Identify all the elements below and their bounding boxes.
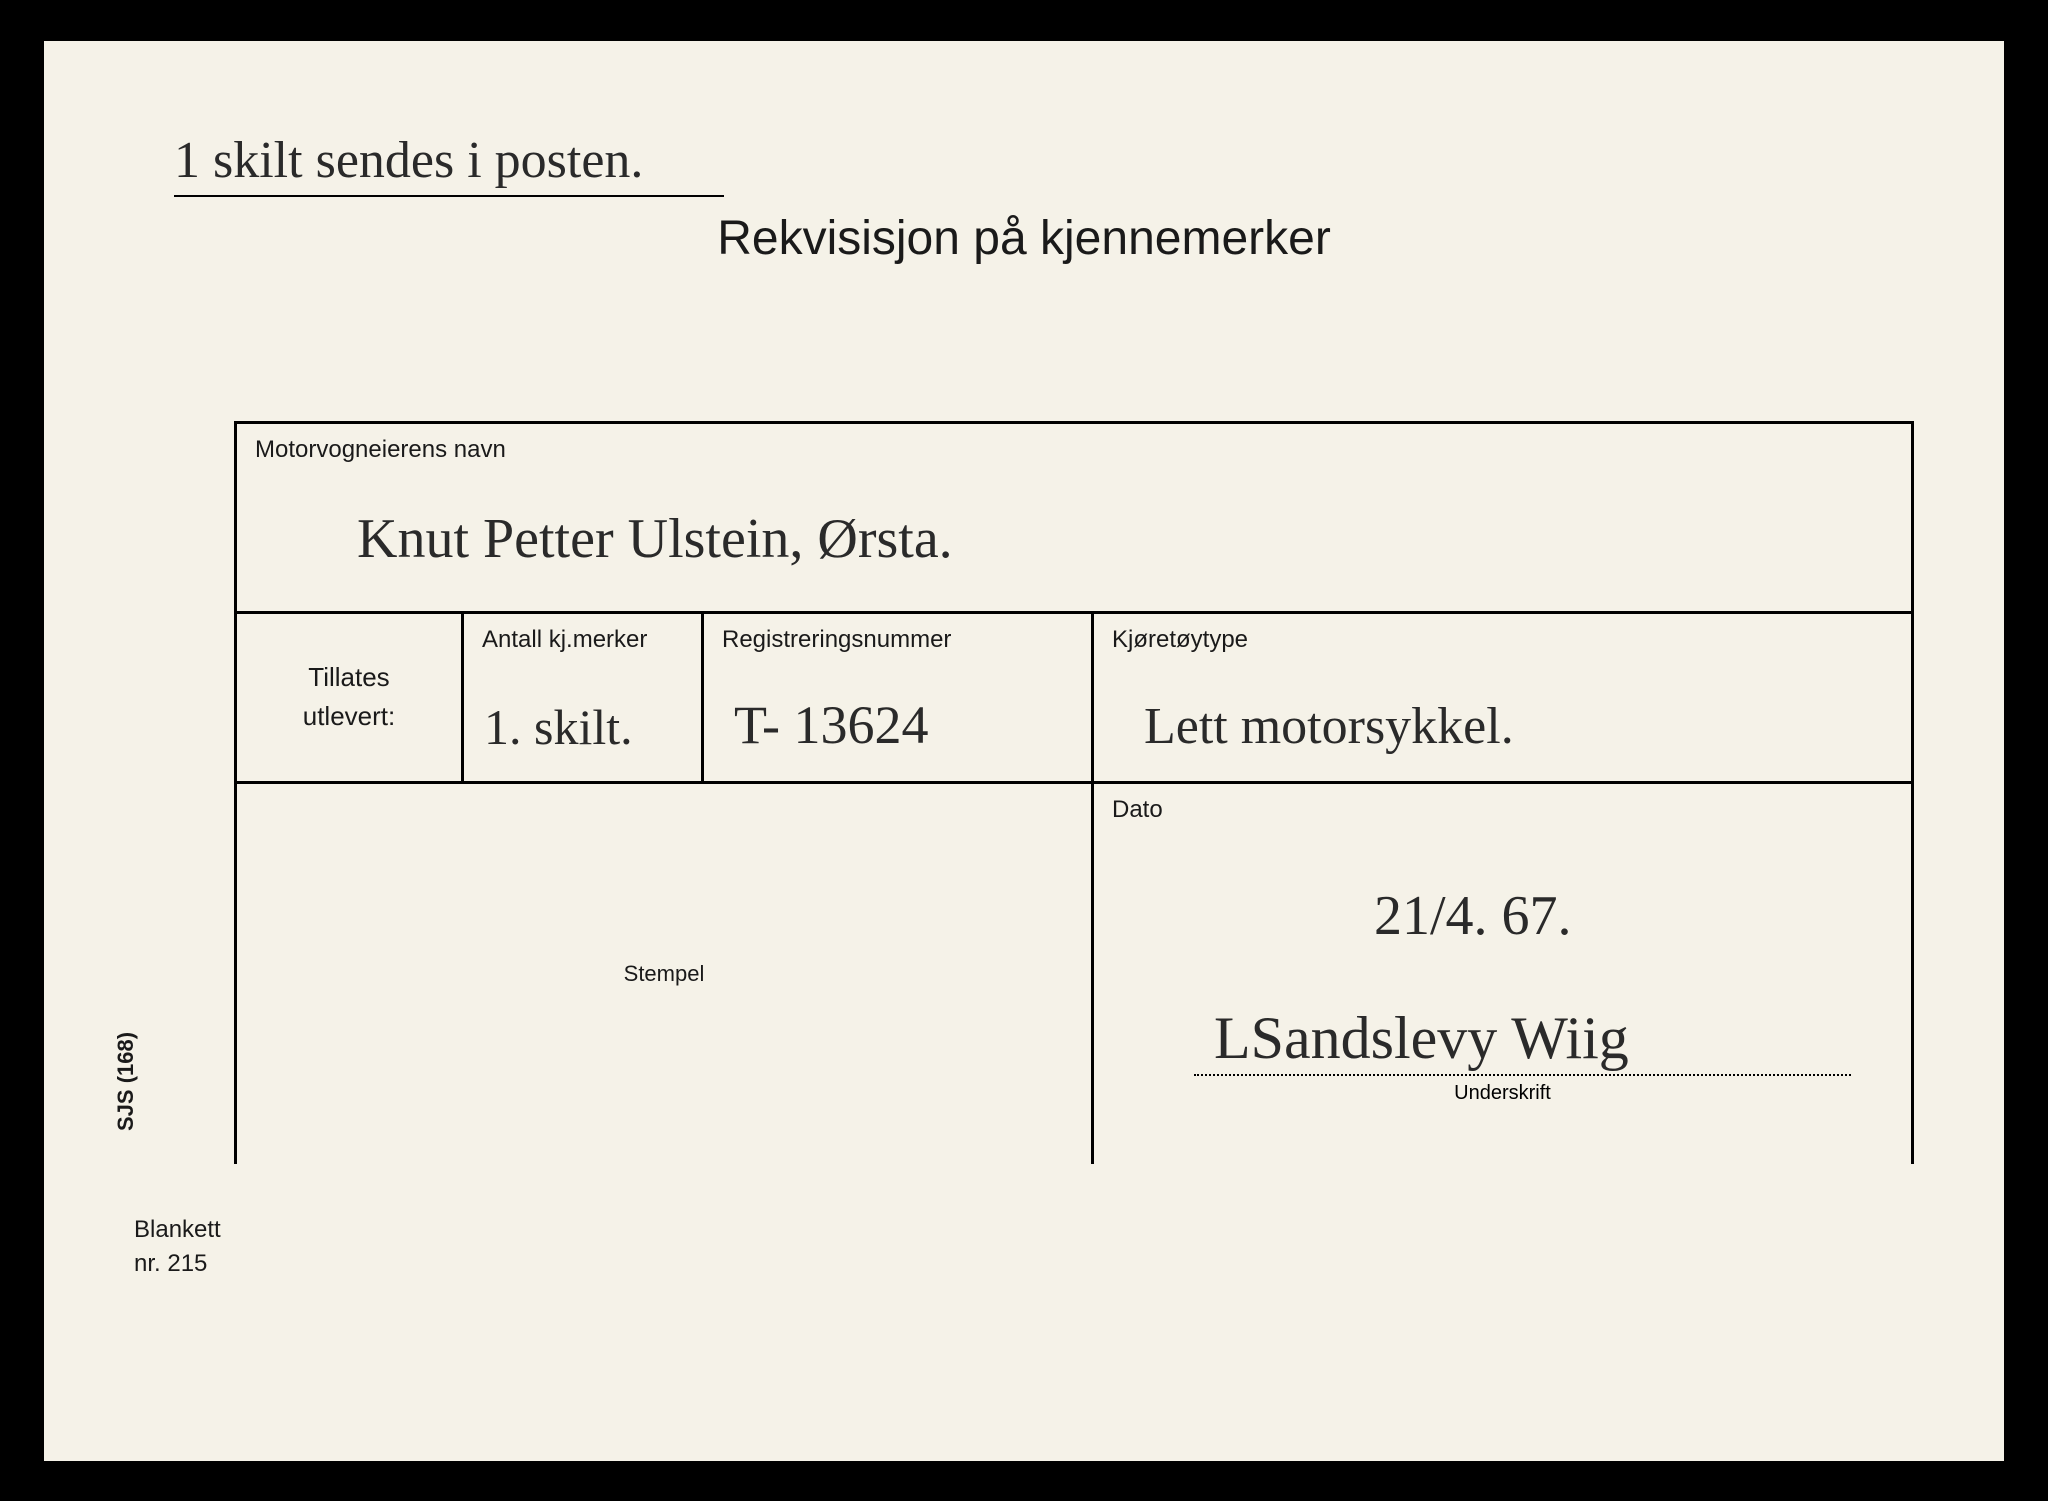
blankett-nr: nr. 215 <box>134 1250 207 1277</box>
owner-name-value: Knut Petter Ulstein, Ørsta. <box>357 507 953 571</box>
antall-label: Antall kj.merker <box>482 626 683 654</box>
cell-kjoretoy: Kjøretøytype Lett motorsykkel. <box>1094 614 1914 781</box>
top-handwritten-note: 1 skilt sendes i posten. <box>174 131 724 197</box>
signature-value: LSandslevy Wiig <box>1214 1004 1629 1073</box>
tillates-label: Tillates utlevert: <box>303 658 396 736</box>
tillates-line1: Tillates <box>308 662 389 692</box>
blankett-label: Blankett nr. 215 <box>134 1213 221 1280</box>
cell-tillates: Tillates utlevert: <box>234 614 464 781</box>
kjoretoy-value: Lett motorsykkel. <box>1144 697 1514 756</box>
owner-name-label: Motorvogneierens navn <box>255 436 1893 464</box>
cell-antall: Antall kj.merker 1. skilt. <box>464 614 704 781</box>
kjoretoy-label: Kjøretøytype <box>1112 626 1893 654</box>
cell-owner-name: Motorvogneierens navn Knut Petter Ulstei… <box>234 424 1914 611</box>
document-paper: 1 skilt sendes i posten. Rekvisisjon på … <box>44 41 2004 1461</box>
cell-regnr: Registreringsnummer T- 13624 <box>704 614 1094 781</box>
regnr-label: Registreringsnummer <box>722 626 1073 654</box>
document-title: Rekvisisjon på kjennemerker <box>717 211 1331 266</box>
signature-line <box>1194 1074 1851 1076</box>
cell-dato: Dato 21/4. 67. LSandslevy Wiig Underskri… <box>1094 784 1914 1164</box>
row-bottom: Stempel Dato 21/4. 67. LSandslevy Wiig U… <box>234 784 1914 1164</box>
form-table: Motorvogneierens navn Knut Petter Ulstei… <box>234 421 1914 1164</box>
regnr-value: T- 13624 <box>734 694 929 756</box>
dato-label: Dato <box>1112 796 1893 824</box>
row-details: Tillates utlevert: Antall kj.merker 1. s… <box>234 614 1914 784</box>
side-code-label: SJS (168) <box>113 1031 139 1130</box>
underskrift-label: Underskrift <box>1454 1082 1551 1105</box>
blankett-text: Blankett <box>134 1216 221 1243</box>
tillates-line2: utlevert: <box>303 701 396 731</box>
stempel-label: Stempel <box>624 961 705 987</box>
row-owner-name: Motorvogneierens navn Knut Petter Ulstei… <box>234 424 1914 614</box>
dato-value: 21/4. 67. <box>1374 884 1572 948</box>
cell-stempel: Stempel <box>234 784 1094 1164</box>
antall-value: 1. skilt. <box>484 698 633 756</box>
